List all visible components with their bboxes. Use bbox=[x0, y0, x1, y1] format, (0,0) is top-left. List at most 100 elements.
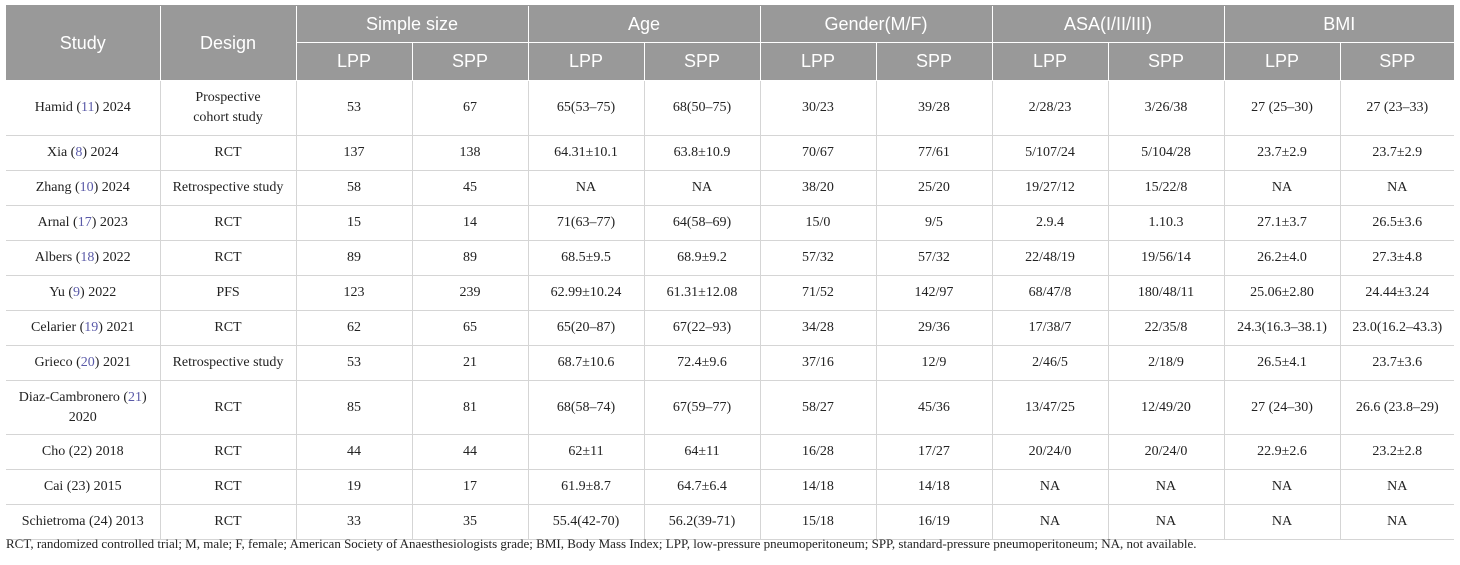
table-top-rule bbox=[6, 5, 1454, 6]
cell-bmi-spp: 26.5±3.6 bbox=[1340, 205, 1455, 241]
cell-age-lpp: 68.5±9.5 bbox=[528, 240, 645, 276]
cell-gender-lpp: 38/20 bbox=[760, 170, 877, 206]
cell-age-spp: 63.8±10.9 bbox=[644, 135, 761, 171]
cell-bmi-spp: NA bbox=[1340, 469, 1455, 505]
cell-age-lpp: 64.31±10.1 bbox=[528, 135, 645, 171]
cell-size-spp: 21 bbox=[412, 345, 529, 381]
cell-asa-spp: 19/56/14 bbox=[1108, 240, 1225, 276]
cell-gender-spp: 142/97 bbox=[876, 275, 993, 311]
cell-study: Cho (22) 2018 bbox=[6, 434, 161, 470]
cell-gender-spp: 45/36 bbox=[876, 380, 993, 435]
cell-age-lpp: 68.7±10.6 bbox=[528, 345, 645, 381]
study-author: Diaz-Cambronero ( bbox=[18, 389, 129, 405]
header-gender: Gender(M/F) bbox=[760, 6, 993, 43]
cell-design: Prospective cohort study bbox=[160, 80, 297, 136]
table-row: Arnal (17) 2023 RCT 15 14 71(63–77) 64(58–69)… bbox=[6, 205, 1455, 241]
reference-link[interactable]: 17 bbox=[77, 215, 92, 230]
cell-age-spp: 72.4±9.6 bbox=[644, 345, 761, 381]
cell-gender-lpp: 57/32 bbox=[760, 240, 877, 276]
cell-bmi-spp: 23.2±2.8 bbox=[1340, 434, 1455, 470]
cell-bmi-spp: 27 (23–33) bbox=[1340, 80, 1455, 136]
cell-age-lpp: 61.9±8.7 bbox=[528, 469, 645, 505]
reference-link[interactable]: 9 bbox=[73, 285, 81, 300]
subheader-spp: SPP bbox=[876, 42, 993, 81]
cell-gender-spp: 14/18 bbox=[876, 469, 993, 505]
cell-asa-lpp: 5/107/24 bbox=[992, 135, 1109, 171]
cell-age-spp: 68(50–75) bbox=[644, 80, 761, 136]
cell-age-spp: 56.2(39-71) bbox=[644, 504, 761, 540]
cell-asa-lpp: 22/48/19 bbox=[992, 240, 1109, 276]
cell-design: RCT bbox=[160, 504, 297, 540]
cell-design: RCT bbox=[160, 469, 297, 505]
subheader-spp: SPP bbox=[1340, 42, 1455, 81]
cell-bmi-spp: 23.7±3.6 bbox=[1340, 345, 1455, 381]
study-author: Hamid ( bbox=[34, 100, 82, 115]
study-year: ) 2023 bbox=[91, 215, 128, 230]
cell-size-spp: 81 bbox=[412, 380, 529, 435]
cell-gender-spp: 25/20 bbox=[876, 170, 993, 206]
reference-link[interactable]: 21 bbox=[128, 389, 143, 405]
cell-gender-lpp: 37/16 bbox=[760, 345, 877, 381]
cell-bmi-lpp: 27 (25–30) bbox=[1224, 80, 1341, 136]
cell-study: Hamid (11) 2024 bbox=[6, 80, 161, 136]
cell-gender-spp: 12/9 bbox=[876, 345, 993, 381]
reference-link[interactable]: 11 bbox=[81, 100, 95, 115]
cell-gender-lpp: 34/28 bbox=[760, 310, 877, 346]
cell-age-spp: 68.9±9.2 bbox=[644, 240, 761, 276]
cell-study: Albers (18) 2022 bbox=[6, 240, 161, 276]
reference-link[interactable]: 19 bbox=[84, 320, 99, 335]
study-author: Arnal ( bbox=[37, 215, 78, 230]
cell-gender-lpp: 58/27 bbox=[760, 380, 877, 435]
reference-link[interactable]: 18 bbox=[80, 250, 95, 265]
subheader-lpp: LPP bbox=[992, 42, 1109, 81]
cell-size-spp: 138 bbox=[412, 135, 529, 171]
cell-asa-lpp: 20/24/0 bbox=[992, 434, 1109, 470]
cell-age-spp: 64.7±6.4 bbox=[644, 469, 761, 505]
cell-asa-spp: 20/24/0 bbox=[1108, 434, 1225, 470]
cell-size-spp: 67 bbox=[412, 80, 529, 136]
cell-gender-lpp: 71/52 bbox=[760, 275, 877, 311]
header-study: Study bbox=[6, 6, 161, 81]
header-bmi: BMI bbox=[1224, 6, 1455, 43]
cell-asa-lpp: 2/46/5 bbox=[992, 345, 1109, 381]
cell-age-spp: NA bbox=[644, 170, 761, 206]
cell-age-lpp: 55.4(42-70) bbox=[528, 504, 645, 540]
cell-asa-spp: NA bbox=[1108, 504, 1225, 540]
cell-gender-lpp: 15/18 bbox=[760, 504, 877, 540]
cell-study: Cai (23) 2015 bbox=[6, 469, 161, 505]
study-author: Grieco ( bbox=[34, 355, 81, 370]
study-author: Cai (23) 2015 bbox=[43, 479, 122, 494]
subheader-lpp: LPP bbox=[528, 42, 645, 81]
cell-age-spp: 64(58–69) bbox=[644, 205, 761, 241]
cell-size-lpp: 123 bbox=[296, 275, 413, 311]
cell-study: Diaz-Cambronero (21) 2020 bbox=[6, 380, 161, 435]
cell-bmi-lpp: NA bbox=[1224, 170, 1341, 206]
table-row: Celarier (19) 2021 RCT 62 65 65(20–87) 67(22–… bbox=[6, 310, 1455, 346]
cell-design: RCT bbox=[160, 240, 297, 276]
cell-design: RCT bbox=[160, 380, 297, 435]
cell-size-lpp: 62 bbox=[296, 310, 413, 346]
cell-gender-spp: 29/36 bbox=[876, 310, 993, 346]
cell-age-spp: 64±11 bbox=[644, 434, 761, 470]
reference-link[interactable]: 10 bbox=[79, 180, 94, 195]
cell-size-lpp: 15 bbox=[296, 205, 413, 241]
cell-gender-spp: 17/27 bbox=[876, 434, 993, 470]
cell-bmi-spp: 24.44±3.24 bbox=[1340, 275, 1455, 311]
table-row: Grieco (20) 2021 Retrospective study 53 21 6… bbox=[6, 345, 1455, 381]
reference-link[interactable]: 20 bbox=[80, 355, 95, 370]
cell-asa-spp: 22/35/8 bbox=[1108, 310, 1225, 346]
reference-link[interactable]: 8 bbox=[75, 145, 83, 160]
cell-age-lpp: 62.99±10.24 bbox=[528, 275, 645, 311]
table-row: Schietroma (24) 2013 RCT 33 35 55.4(42-70) 56… bbox=[6, 504, 1455, 540]
cell-bmi-lpp: 27 (24–30) bbox=[1224, 380, 1341, 435]
cell-size-spp: 35 bbox=[412, 504, 529, 540]
study-author: Zhang ( bbox=[35, 180, 80, 195]
cell-bmi-lpp: NA bbox=[1224, 504, 1341, 540]
cell-gender-lpp: 14/18 bbox=[760, 469, 877, 505]
table-row: Albers (18) 2022 RCT 89 89 68.5±9.5 68.9±9.2 5… bbox=[6, 240, 1455, 276]
cell-design: RCT bbox=[160, 310, 297, 346]
cell-size-lpp: 53 bbox=[296, 345, 413, 381]
cell-size-spp: 89 bbox=[412, 240, 529, 276]
study-year: ) 2020 bbox=[68, 389, 147, 425]
cell-study: Arnal (17) 2023 bbox=[6, 205, 161, 241]
